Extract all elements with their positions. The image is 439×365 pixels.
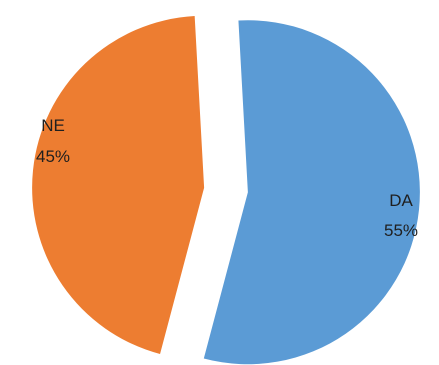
slice-label-da: DA	[389, 191, 413, 210]
slice-percent-ne: 45%	[36, 147, 70, 166]
slices-layer	[32, 16, 420, 365]
pie-slice-da	[203, 20, 420, 365]
slice-percent-da: 55%	[384, 221, 418, 240]
slice-label-ne: NE	[41, 116, 65, 135]
pie-slice-ne	[32, 16, 205, 355]
